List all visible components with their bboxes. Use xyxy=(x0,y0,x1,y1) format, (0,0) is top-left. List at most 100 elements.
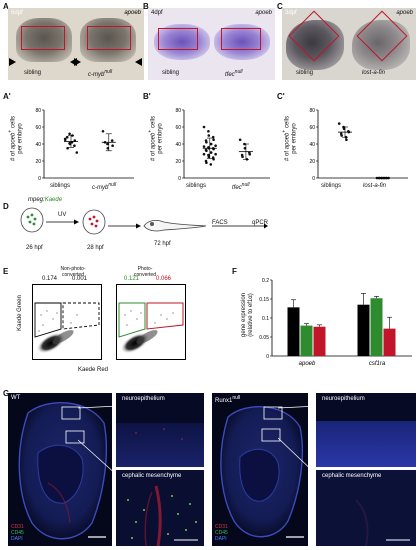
y-tick-label: 0.2 xyxy=(262,278,269,284)
y-tick-label: 0.05 xyxy=(259,335,269,341)
panel-d-transgene: mpeg:Kaede xyxy=(28,197,63,203)
arrowhead-icon xyxy=(135,58,142,66)
panel-c2-xlabel-right: lost-a-fin xyxy=(363,183,387,189)
panel-d-uv: UV xyxy=(58,212,67,218)
data-point xyxy=(207,134,211,137)
y-tick-label: 40 xyxy=(309,142,315,148)
panel-d-workflow xyxy=(20,207,268,235)
facs-plot-non-photo xyxy=(32,284,102,360)
scatter-chart-b2: 0 20 40 60 80 xyxy=(144,96,276,192)
panel-c-left-label: sibling xyxy=(296,70,314,76)
data-point xyxy=(212,138,215,142)
wt-overview-image: WT CD31 CD45 DAPI xyxy=(8,393,112,546)
panel-e-xlabel: Kaede Red xyxy=(78,367,109,373)
panel-e-left-title: Non-photo-converted xyxy=(60,266,86,278)
panel-c-stage: 3dpf xyxy=(285,10,297,16)
bar xyxy=(357,304,370,356)
data-point xyxy=(212,158,215,161)
bar xyxy=(287,307,300,356)
data-point xyxy=(243,146,247,150)
panel-a2-xlabel-right: c-mybnull xyxy=(92,182,117,191)
arrowhead-icon xyxy=(70,58,77,66)
y-tick-label: 0 xyxy=(38,176,41,182)
y-tick-label: 0 xyxy=(312,176,315,182)
data-point xyxy=(209,142,213,146)
data-point xyxy=(75,151,79,154)
panel-g-runx1-title: Runx1null xyxy=(215,395,241,404)
data-point xyxy=(342,127,346,130)
panel-e-left-red-value: 0.001 xyxy=(72,276,88,282)
facs-plot-photo xyxy=(116,284,186,360)
panel-b-right-label: tfecnull xyxy=(225,69,243,78)
y-tick-label: 0.15 xyxy=(259,297,269,303)
y-tick-label: 0 xyxy=(178,176,181,182)
panel-a-letter: A xyxy=(3,2,9,11)
panel-b-stage: 4dpf xyxy=(151,10,163,16)
wt-inset-neuroepithelium-label: neuroepithelium xyxy=(122,396,165,402)
scatter-chart-a2: 0 20 40 60 80 xyxy=(4,96,140,192)
panel-d-qpcr: qPCR xyxy=(252,220,269,226)
y-tick-label: 80 xyxy=(35,108,41,114)
y-tick-label: 20 xyxy=(35,159,41,165)
data-point xyxy=(248,152,252,156)
data-point xyxy=(68,141,71,145)
y-tick-label: 60 xyxy=(175,125,181,131)
larva-72hpf xyxy=(143,219,207,232)
data-point xyxy=(209,151,213,154)
panel-e-right-title: Photo-converted xyxy=(134,266,156,278)
y-tick-label: 80 xyxy=(309,108,315,114)
runx1-cephalic-mesenchyme-image: cephalic mesenchyme xyxy=(316,470,416,546)
panel-a-right-label: c-mybnull xyxy=(88,69,113,78)
data-point xyxy=(241,155,244,159)
data-point xyxy=(63,137,67,141)
panel-c2-ylabel: # of apoeb+ cells per embryo xyxy=(281,116,298,161)
data-point xyxy=(205,141,208,144)
panel-e-left-green-value: 0.174 xyxy=(42,276,58,282)
x-category-label: apoeb xyxy=(299,361,316,367)
panel-c-right-label: lost-a-fin xyxy=(362,70,386,76)
panel-d-time-3: 72 hpf xyxy=(154,241,171,247)
data-point xyxy=(68,132,71,136)
data-point xyxy=(207,155,211,159)
y-tick-label: 0.1 xyxy=(262,316,269,322)
panel-d-facs: FACS xyxy=(212,220,228,226)
panel-a-left-label: sibling xyxy=(24,70,42,76)
y-tick-label: 60 xyxy=(309,125,315,131)
panel-a-image: 6dpf apoeb sibling c-mybnull xyxy=(8,8,144,80)
panel-d-letter: D xyxy=(3,202,9,211)
panel-b-letter: B xyxy=(143,2,149,11)
data-point xyxy=(337,122,341,125)
panel-g-runx1-legend: CD31 CD45 DAPI xyxy=(215,524,228,542)
data-point xyxy=(207,129,210,133)
panel-b2-xlabel-left: siblings xyxy=(186,183,207,189)
panel-a-gene: apoeb xyxy=(124,10,141,16)
data-point xyxy=(238,138,242,142)
data-point xyxy=(65,135,69,139)
panel-b-image: 4dpf apoeb sibling tfecnull xyxy=(148,8,275,80)
panel-c2-letter: C' xyxy=(277,92,285,101)
panel-a2-ylabel: # of apoeb+ cells per embryo xyxy=(7,116,24,161)
data-point xyxy=(202,145,206,148)
y-tick-label: 20 xyxy=(309,159,315,165)
panel-a2-xlabel-left: siblings xyxy=(50,183,71,189)
panel-b2-xlabel-right: tfecnull xyxy=(232,182,250,191)
bar xyxy=(313,326,326,356)
panel-c2-xlabel-left: siblings xyxy=(321,183,342,189)
data-point xyxy=(101,129,105,133)
wt-neuroepithelium-image: neuroepithelium xyxy=(116,393,204,467)
x-category-label: csf1ra xyxy=(369,361,386,367)
data-point xyxy=(340,134,343,137)
panel-c-gene: apoeb xyxy=(396,10,413,16)
data-point xyxy=(345,138,348,142)
panel-e-letter: E xyxy=(3,267,9,276)
panel-f-letter: F xyxy=(232,267,237,276)
wt-cephalic-mesenchyme-image: cephalic mesenchyme xyxy=(116,470,204,546)
data-point xyxy=(214,144,217,147)
panel-d-time-1: 26 hpf xyxy=(26,245,43,251)
runx1-inset-neuroepithelium-label: neuroepithelium xyxy=(322,396,365,402)
data-point xyxy=(205,149,208,153)
panel-e-right-green-value: 0.121 xyxy=(124,276,140,282)
panel-a2-letter: A' xyxy=(3,92,11,101)
y-tick-label: 0 xyxy=(266,354,269,360)
y-tick-label: 80 xyxy=(175,108,181,114)
